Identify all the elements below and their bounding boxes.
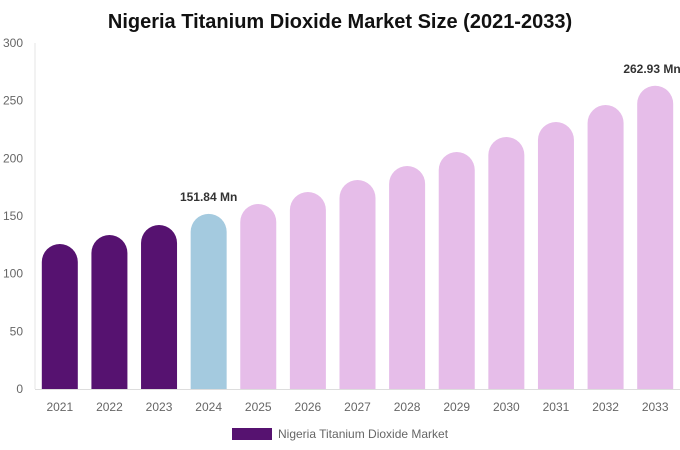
bar-2023[interactable] — [141, 225, 178, 389]
chart-title: Nigeria Titanium Dioxide Market Size (20… — [108, 11, 572, 33]
y-tick-label: 200 — [3, 151, 23, 165]
bar-2026[interactable] — [289, 192, 326, 389]
legend[interactable]: Nigeria Titanium Dioxide Market — [232, 427, 449, 441]
x-axis: 2021 2022 2023 2024 2025 2026 2027 2028 2029 2030… — [35, 389, 680, 414]
bar-2021[interactable] — [41, 244, 78, 389]
bar-2025[interactable] — [240, 204, 277, 389]
x-tick-label: 2028 — [394, 400, 421, 414]
y-tick-label: 150 — [3, 209, 23, 223]
x-tick-label: 2030 — [493, 400, 520, 414]
x-tick-label: 2025 — [245, 400, 272, 414]
x-tick-label: 2032 — [592, 400, 619, 414]
bar-2031[interactable] — [537, 122, 574, 389]
bar-2024[interactable] — [190, 213, 227, 389]
legend-label: Nigeria Titanium Dioxide Market — [278, 427, 449, 441]
y-axis: 0 50 100 150 200 250 300 — [3, 36, 36, 396]
legend-swatch — [232, 428, 272, 440]
y-tick-label: 250 — [3, 94, 23, 108]
x-tick-label: 2023 — [146, 400, 173, 414]
bar-2030[interactable] — [488, 137, 525, 389]
x-tick-label: 2029 — [443, 400, 470, 414]
data-label: 262.93 Mn — [623, 62, 680, 76]
x-tick-label: 2031 — [543, 400, 570, 414]
data-label: 151.84 Mn — [180, 190, 237, 204]
x-tick-label: 2024 — [195, 400, 222, 414]
x-tick-label: 2021 — [46, 400, 73, 414]
bar-2022[interactable] — [91, 235, 128, 389]
bar-2029[interactable] — [438, 151, 475, 389]
x-tick-label: 2033 — [642, 400, 669, 414]
bar-2027[interactable] — [339, 180, 376, 389]
data-labels: 151.84 Mn 262.93 Mn — [180, 62, 680, 204]
x-tick-label: 2027 — [344, 400, 371, 414]
y-tick-label: 50 — [10, 324, 24, 338]
x-tick-label: 2026 — [295, 400, 322, 414]
y-tick-label: 300 — [3, 36, 23, 50]
y-tick-label: 0 — [16, 382, 23, 396]
bar-2028[interactable] — [389, 165, 426, 389]
bar-2033[interactable] — [637, 85, 674, 390]
bar-2032[interactable] — [587, 105, 624, 390]
x-tick-label: 2022 — [96, 400, 123, 414]
bars — [41, 85, 674, 390]
y-tick-label: 100 — [3, 267, 23, 281]
